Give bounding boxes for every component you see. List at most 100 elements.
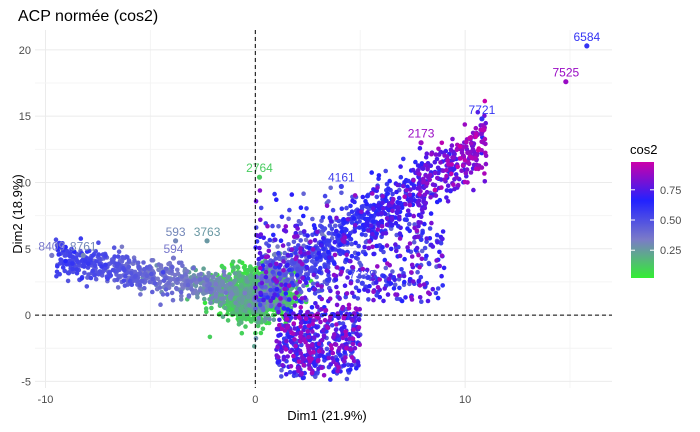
data-point [70,261,75,266]
data-point [283,224,289,229]
data-point [402,217,408,222]
y-axis-label: Dim2 (18.9%) [10,174,25,253]
data-point [276,333,281,338]
data-point [307,366,312,371]
data-point [276,354,281,360]
data-point [434,156,440,162]
data-point [305,329,311,334]
data-point [392,282,398,288]
data-point [333,327,339,333]
data-point [103,262,108,268]
data-point [266,320,272,326]
data-point [157,285,163,290]
data-point [316,348,322,354]
data-point [361,227,367,233]
data-point [386,276,392,282]
data-point [454,175,459,180]
data-point [399,205,405,210]
data-point [375,202,381,208]
data-point [241,265,247,270]
legend-tick-label: 0.75 [660,185,681,197]
axis-ticks: -10 0 10 -5 0 5 10 15 20 [19,45,472,406]
data-point [178,289,184,295]
data-point [261,297,266,303]
data-point [179,274,185,279]
reference-lines [35,30,612,388]
data-point [274,326,280,332]
data-point [462,122,468,127]
data-point [297,279,303,285]
data-point [289,192,295,197]
point-label: 8761 [70,239,97,253]
data-point [385,292,391,297]
data-point [336,248,341,254]
data-point [279,282,284,288]
data-point [278,296,283,301]
data-point [393,215,398,220]
data-point [459,168,464,173]
data-point [334,215,339,221]
data-point [53,237,59,242]
data-point [419,207,425,212]
data-point [127,279,133,284]
data-point [362,287,367,292]
data-point [266,248,272,254]
data-point [299,261,305,267]
data-point [435,295,441,301]
data-point [316,358,321,363]
data-point [346,306,352,311]
data-point [390,191,395,197]
data-point [355,360,361,365]
data-point [72,249,77,255]
data-point [350,265,356,270]
data-point [221,269,227,274]
data-point [409,254,415,259]
data-point [348,347,354,352]
data-point [330,207,336,213]
data-point [348,280,354,286]
data-point [397,214,402,220]
data-point [298,221,304,227]
data-point [417,264,422,270]
data-point [434,258,439,263]
data-point [356,251,361,257]
data-point [444,188,450,193]
data-point [175,277,180,282]
data-point [483,120,489,126]
data-point [375,227,381,232]
data-point [141,260,146,265]
data-point [385,261,390,266]
data-point [370,231,375,237]
data-point [333,342,339,347]
data-point [282,273,288,278]
data-point [349,355,355,360]
data-point [430,182,436,187]
data-point [436,152,442,157]
data-point [370,206,376,211]
data-point [427,177,433,183]
data-point [115,254,121,259]
data-point [374,194,380,200]
data-point [223,290,229,296]
point-label: 593 [166,225,186,239]
data-point [169,268,174,274]
data-point [115,261,121,267]
data-point [383,265,389,271]
plot-grid [35,30,612,388]
data-point [112,254,117,259]
data-point [281,259,286,264]
data-point [85,265,91,270]
data-point [274,338,280,344]
data-point [63,253,69,258]
data-point [274,197,279,202]
data-point [367,283,372,289]
data-point [364,193,370,199]
data-point [254,239,260,244]
data-point [483,150,488,156]
data-point [407,241,413,246]
data-point [349,209,355,214]
data-point [221,283,226,288]
data-point [259,254,265,260]
data-point [197,287,203,293]
